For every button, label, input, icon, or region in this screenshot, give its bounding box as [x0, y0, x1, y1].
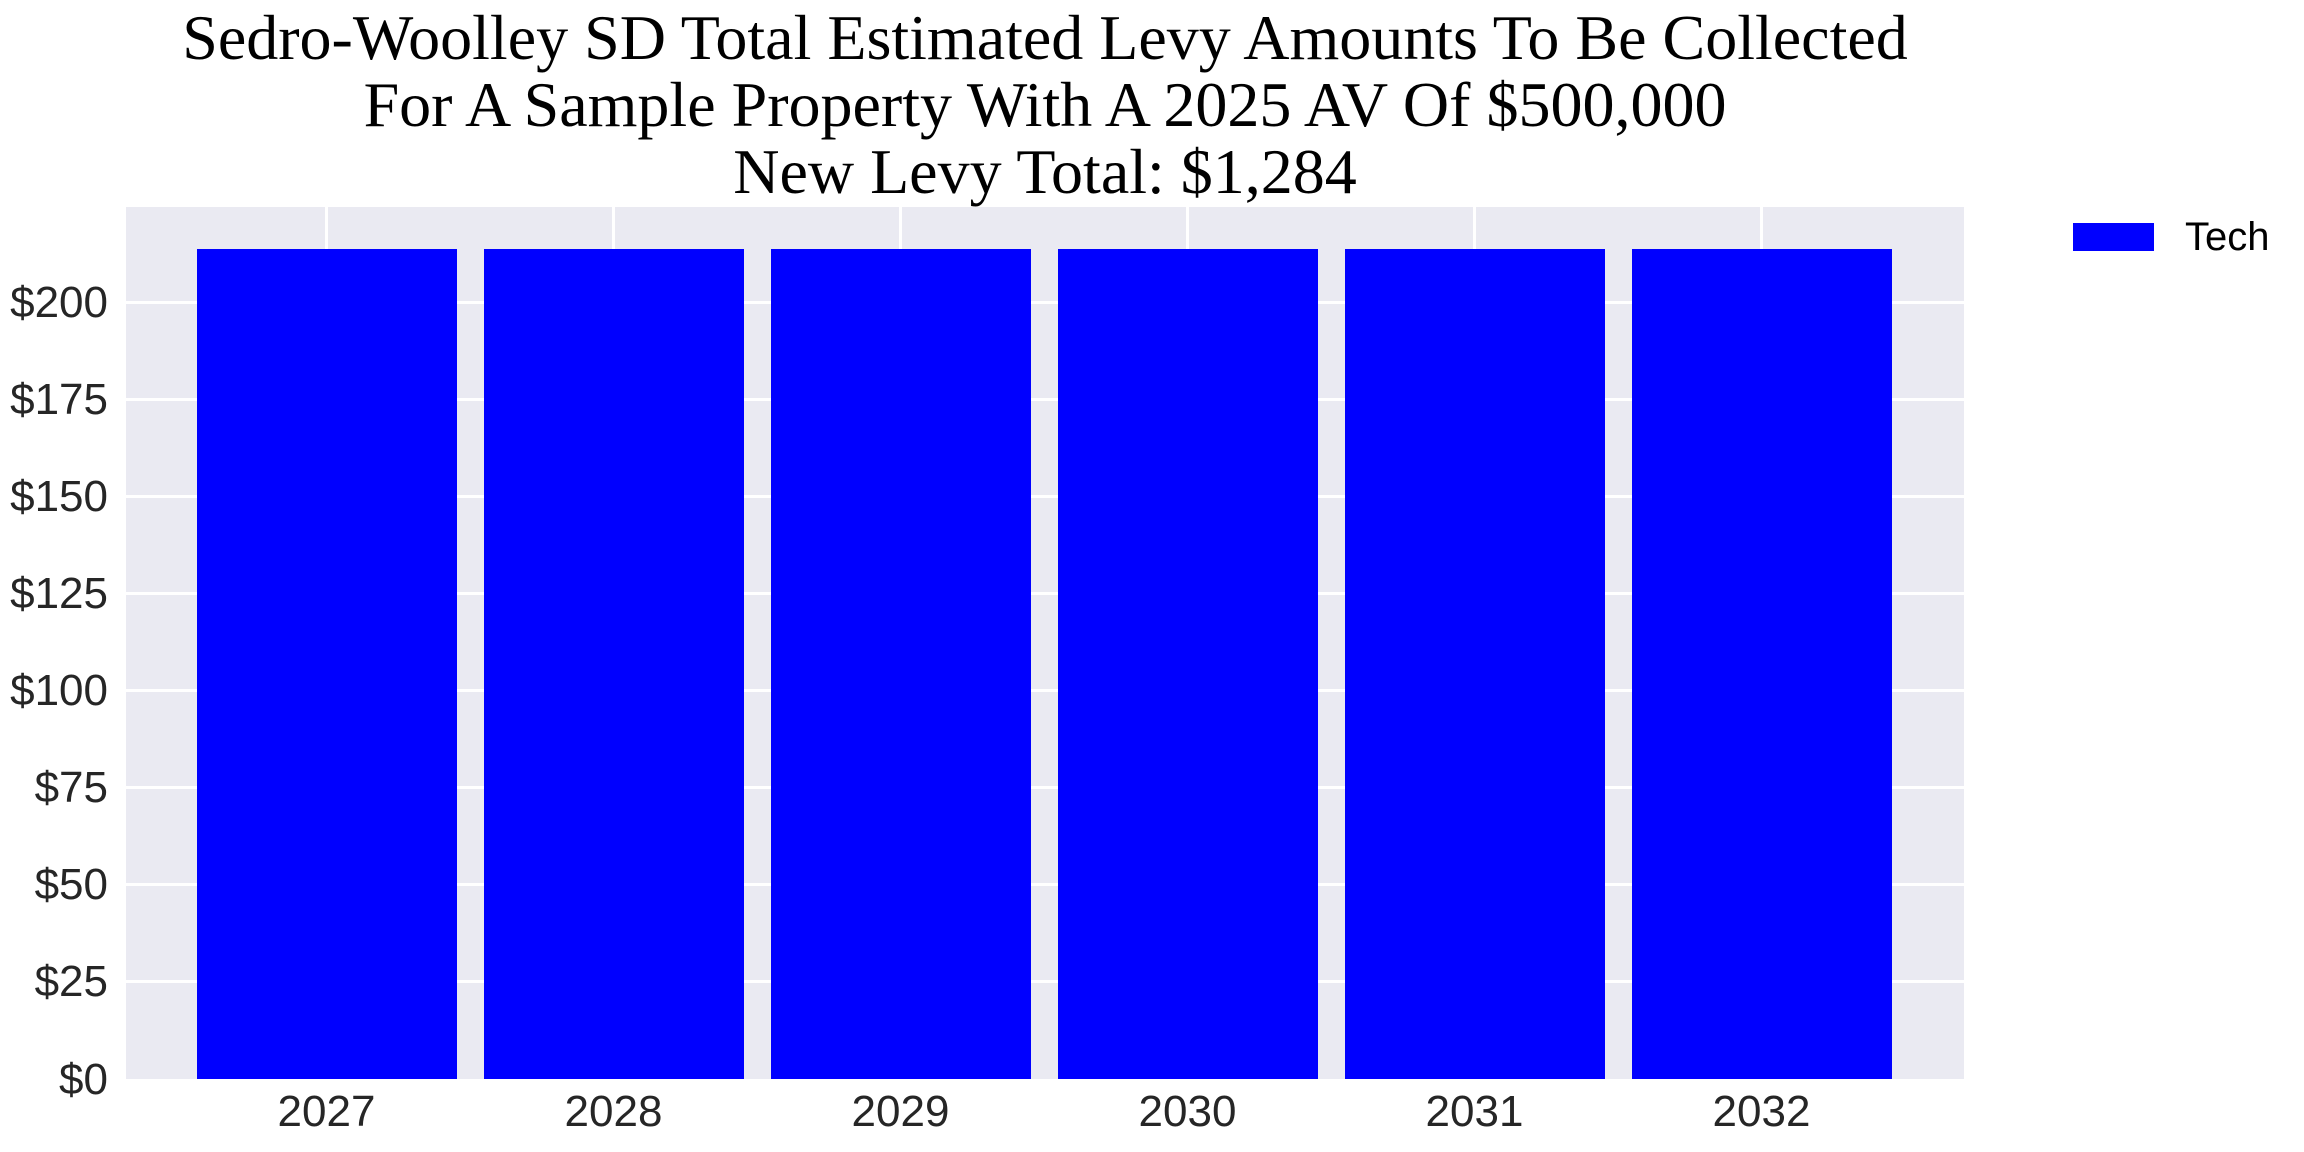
chart-title-line-2: For A Sample Property With A 2025 AV Of … — [363, 69, 1727, 140]
legend-label-tech: Tech — [2185, 215, 2270, 259]
bar-2027 — [196, 248, 457, 1079]
gridline-horizontal — [126, 592, 1964, 596]
legend-swatch-tech — [2073, 223, 2154, 251]
gridline-horizontal — [126, 689, 1964, 693]
plot-area — [126, 207, 1964, 1079]
y-tick-label: $0 — [59, 1054, 108, 1104]
chart-title: Sedro-Woolley SD Total Estimated Levy Am… — [126, 4, 1964, 205]
gridline-horizontal — [126, 786, 1964, 790]
gridline-horizontal — [126, 883, 1964, 887]
x-tick-label: 2028 — [564, 1087, 663, 1136]
bar-2031 — [1344, 248, 1605, 1079]
x-tick-label: 2027 — [277, 1087, 376, 1136]
legend: Tech — [2073, 209, 2270, 265]
gridline-horizontal — [126, 398, 1964, 402]
y-tick-label: $125 — [10, 569, 108, 619]
gridline-horizontal — [126, 301, 1964, 305]
gridline-horizontal — [126, 495, 1964, 499]
bar-2028 — [483, 248, 744, 1079]
y-tick-label: $100 — [10, 666, 108, 716]
chart-title-line-1: Sedro-Woolley SD Total Estimated Levy Am… — [182, 2, 1908, 73]
chart-title-line-3: New Levy Total: $1,284 — [733, 136, 1357, 207]
bar-2030 — [1057, 248, 1318, 1079]
y-tick-label: $25 — [34, 957, 108, 1007]
bar-2029 — [770, 248, 1031, 1079]
x-tick-label: 2031 — [1425, 1087, 1524, 1136]
y-tick-label: $50 — [34, 860, 108, 910]
y-tick-label: $75 — [34, 763, 108, 813]
y-tick-label: $200 — [10, 278, 108, 328]
x-tick-label: 2032 — [1712, 1087, 1811, 1136]
y-tick-label: $150 — [10, 472, 108, 522]
x-tick-label: 2029 — [851, 1087, 950, 1136]
y-tick-label: $175 — [10, 375, 108, 425]
gridline-horizontal — [126, 980, 1964, 984]
x-tick-label: 2030 — [1138, 1087, 1237, 1136]
bar-2032 — [1631, 248, 1892, 1079]
